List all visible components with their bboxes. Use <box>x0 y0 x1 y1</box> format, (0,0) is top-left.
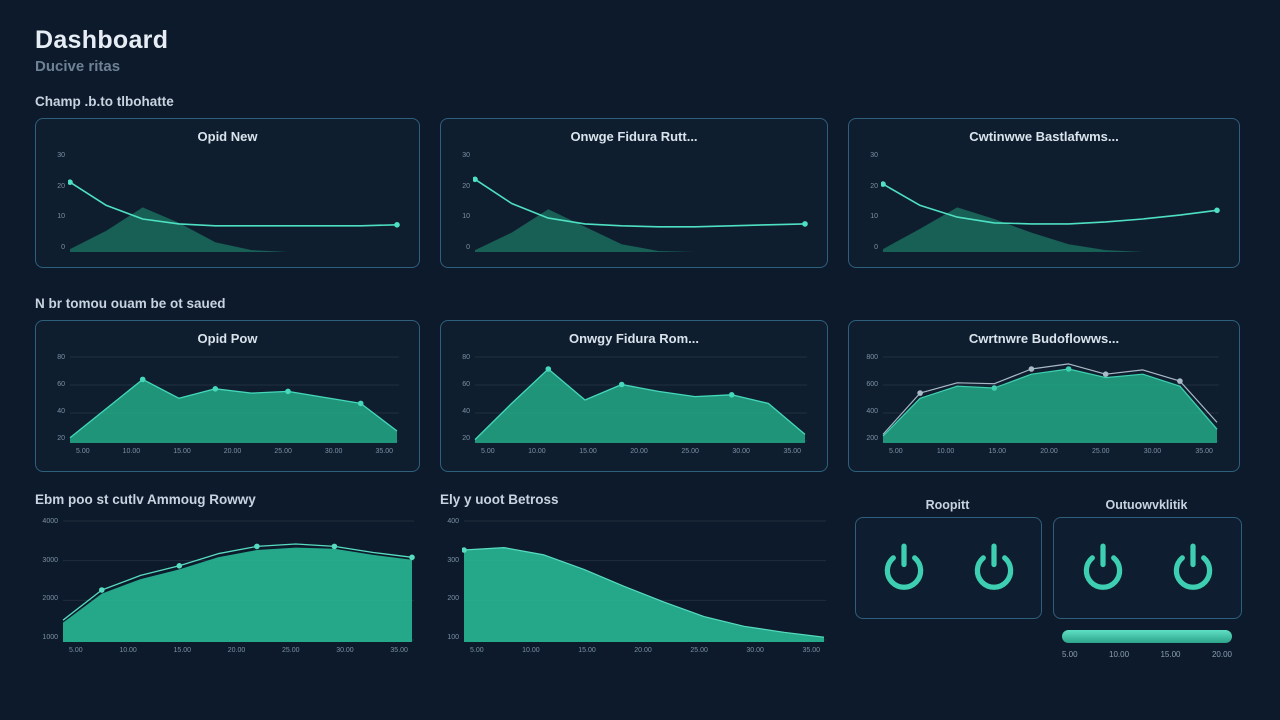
page-subtitle: Ducive ritas <box>35 58 121 75</box>
tick-label: 15.00 <box>1160 650 1181 659</box>
chart-panel-failure-rate: Onwge Fidura Rutt... 30 20 10 0 <box>440 118 828 268</box>
y-axis-labels: 400 300 200 100 <box>447 518 459 641</box>
power-button[interactable] <box>1075 540 1131 596</box>
chart-svg <box>882 356 1219 443</box>
area-chart-large-left: 4000 3000 2000 1000 5.00 10.00 15.00 20.00 25.00… <box>35 514 420 662</box>
panel-title: Opid New <box>197 129 258 144</box>
y-axis-labels: 30 20 10 0 <box>57 152 65 251</box>
y-axis-labels: 4000 3000 2000 1000 <box>42 518 58 641</box>
x-axis-labels: 5.00 10.00 15.00 20.00 25.00 30.00 35.00 <box>69 647 408 654</box>
power-icon <box>1083 543 1122 590</box>
x-axis-labels: 5.00 10.00 15.00 20.00 25.00 30.00 35.00 <box>481 448 801 455</box>
line-chart: 30 20 10 0 <box>50 148 405 259</box>
chart-panel-continuous: Cwtinwwe Bastlafwms... 30 20 10 0 <box>848 118 1240 268</box>
power-icon <box>974 543 1013 590</box>
chart-svg <box>68 179 400 252</box>
line-chart: 30 20 10 0 <box>863 148 1225 259</box>
power-icon <box>1173 543 1212 590</box>
power-button[interactable] <box>966 540 1022 596</box>
chart-svg <box>474 356 807 443</box>
chart-row-1: Opid New 30 20 10 0 Onwge Fidura Rutt... 30… <box>35 118 1240 268</box>
chart-svg <box>473 176 808 252</box>
chart-svg <box>69 356 399 443</box>
chart-panel-open-flow: Opid New 30 20 10 0 <box>35 118 420 268</box>
power-panel-1 <box>855 517 1042 619</box>
panel-title: Onwgy Fidura Rom... <box>568 331 699 346</box>
panel-title: Cwtinwwe Bastlafwms... <box>969 129 1119 144</box>
power-icon <box>884 543 923 590</box>
progress-bar <box>1062 630 1232 643</box>
section-label-row2: N br tomou ouam be ot saued <box>35 296 226 311</box>
chart-row-2: Opid Pow 80 60 40 20 5.00 10.00 15.00 20.00 25.0… <box>35 320 1240 472</box>
power-panel-title-1: Roopitt <box>925 498 970 512</box>
power-panel-title-2: Outuowvklitik <box>1105 498 1188 512</box>
power-button[interactable] <box>1165 540 1221 596</box>
area-chart: 80 60 40 20 5.00 10.00 15.00 20.00 25.00 30.00 35.… <box>50 350 405 463</box>
x-axis-labels: 5.00 10.00 15.00 20.00 25.00 30.00 35.00 <box>76 448 393 455</box>
tick-label: 5.00 <box>1062 650 1078 659</box>
panel-title: Opid Pow <box>197 331 258 346</box>
chart-panel-continuous-2: Cwrtnwre Budoflowws... 800 600 400 200 5.00 1… <box>848 320 1240 472</box>
y-axis-labels: 80 60 40 20 <box>57 354 65 442</box>
tick-label: 10.00 <box>1109 650 1130 659</box>
x-axis-labels: 5.00 10.00 15.00 20.00 25.00 30.00 35.00 <box>889 448 1213 455</box>
section-label-row1: Champ .b.to tlbohatte <box>35 94 174 109</box>
power-button[interactable] <box>876 540 932 596</box>
panel-title: Onwge Fidura Rutt... <box>570 129 698 144</box>
tick-label: 20.00 <box>1211 650 1232 659</box>
chart-svg <box>462 520 826 642</box>
section-label-big-mid: Ely y uoot Betross <box>440 492 559 507</box>
chart-svg <box>62 520 415 642</box>
section-label-big-left: Ebm poo st cutlv Ammoug Rowwy <box>35 492 256 507</box>
y-axis-labels: 80 60 40 20 <box>462 354 470 442</box>
y-axis-labels: 30 20 10 0 <box>870 152 878 251</box>
page-title: Dashboard <box>35 26 169 54</box>
area-chart: 800 600 400 200 5.00 10.00 15.00 20.00 25.00 30.0… <box>863 350 1225 463</box>
area-chart-large-mid: 400 300 200 100 5.00 10.00 15.00 20.00 25.00 30.0… <box>440 514 832 662</box>
x-axis-labels: 5.00 10.00 15.00 20.00 25.00 30.00 35.00 <box>470 647 820 654</box>
progress-tick-labels: 5.00 10.00 15.00 20.00 <box>1062 650 1232 659</box>
chart-svg <box>881 181 1220 252</box>
panel-title: Cwrtnwre Budoflowws... <box>968 331 1120 346</box>
power-panel-2 <box>1053 517 1242 619</box>
y-axis-labels: 800 600 400 200 <box>866 354 878 442</box>
area-chart: 80 60 40 20 5.00 10.00 15.00 20.00 25.00 30.00 35.… <box>455 350 813 463</box>
chart-panel-failure-rate-2: Onwgy Fidura Rom... 80 60 40 20 5.00 10.00 15.… <box>440 320 828 472</box>
line-chart: 30 20 10 0 <box>455 148 813 259</box>
y-axis-labels: 30 20 10 0 <box>462 152 470 251</box>
chart-panel-open-pow: Opid Pow 80 60 40 20 5.00 10.00 15.00 20.00 25.0… <box>35 320 420 472</box>
